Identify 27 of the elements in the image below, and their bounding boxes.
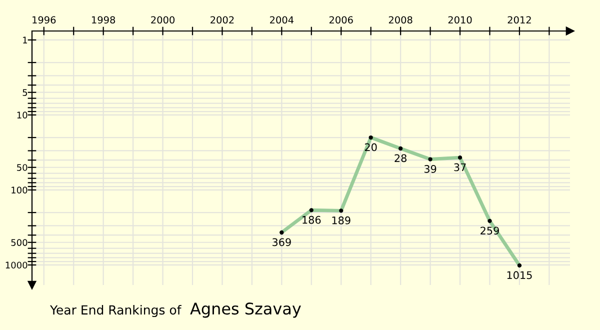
text: Agnes Szavay: [190, 302, 301, 318]
data-label: 1015: [507, 271, 532, 280]
data-label: 259: [480, 226, 499, 235]
x-tick-label: 1996: [32, 16, 56, 24]
data-label: 20: [364, 143, 377, 152]
y-tick-label: 1: [23, 36, 27, 44]
data-label: 39: [424, 165, 436, 173]
x-tick-label: 2006: [329, 16, 353, 24]
y-tick-label: 1000: [6, 262, 28, 269]
x-tick-label: 2008: [388, 16, 412, 24]
data-label: 369: [272, 238, 291, 246]
y-tick-label: 5: [22, 89, 28, 96]
x-tick-label: 2000: [151, 16, 175, 24]
x-tick-label: 2004: [270, 16, 294, 24]
x-tick-label: 2002: [210, 16, 234, 24]
y-tick-label: 50: [17, 164, 28, 171]
x-tick-label: 1998: [92, 16, 116, 24]
data-label: 186: [302, 216, 321, 224]
data-label: 189: [332, 216, 350, 224]
text: Year End Rankings of: [50, 304, 182, 318]
y-tick-label: 100: [12, 186, 28, 194]
y-tick-label: 10: [17, 112, 28, 119]
x-tick-label: 2010: [448, 16, 472, 24]
x-tick-label: 2012: [508, 16, 531, 24]
y-tick-label: 500: [11, 239, 28, 246]
data-label: 37: [454, 163, 466, 172]
data-label: 28: [394, 154, 406, 162]
